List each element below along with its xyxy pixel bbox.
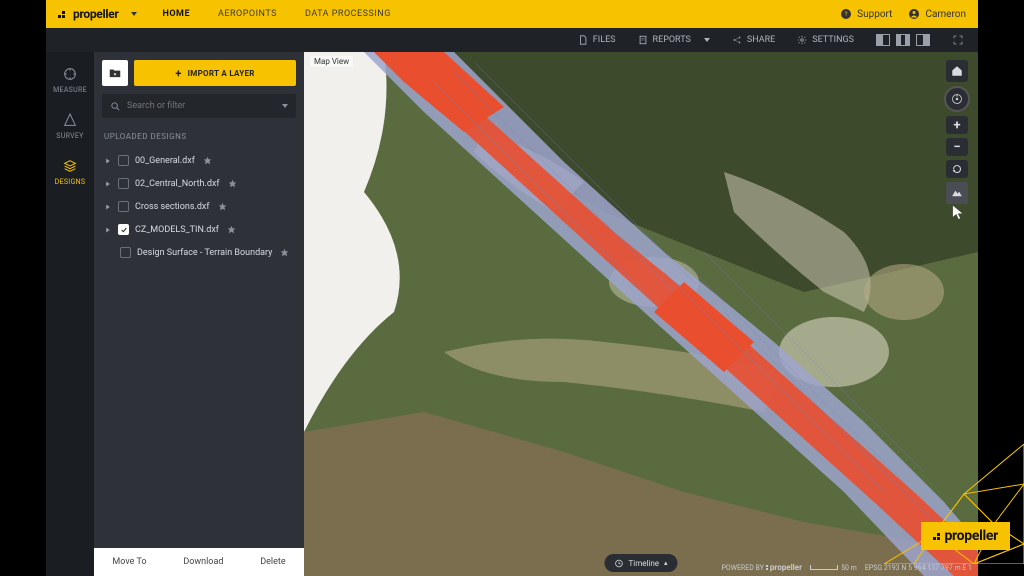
left-rail: MEASURE SURVEY DESIGNS [46,52,94,576]
checkbox[interactable] [118,201,129,212]
checkbox[interactable] [118,224,129,235]
brand-menu-chevron-icon[interactable] [131,12,137,16]
design-item-child[interactable]: Design Surface - Terrain Boundary [94,241,304,264]
home-view-button[interactable] [946,60,968,82]
sidebar-actions: Move To Download Delete [94,548,304,576]
home-icon [951,65,963,77]
star-icon[interactable] [227,225,236,234]
powered-by: POWERED BY propeller [722,563,803,572]
map-view-label: Map View [310,56,353,67]
user-icon [908,8,920,20]
svg-text:?: ? [845,11,848,18]
map-status-bar: POWERED BY propeller 50 m EPSG 2193 N 5 … [722,563,973,572]
section-heading: UPLOADED DESIGNS [94,128,304,149]
reports-icon [638,35,648,45]
star-icon[interactable] [218,202,227,211]
delete-button[interactable]: Delete [260,557,285,567]
checkbox[interactable] [118,178,129,189]
share-button[interactable]: SHARE [732,35,775,45]
rail-measure[interactable]: MEASURE [53,66,87,94]
checkbox[interactable] [120,247,131,258]
design-label: Cross sections.dxf [135,202,210,212]
zoom-out-button[interactable]: − [946,138,968,156]
scale-bar: 50 m [810,564,857,572]
compass-icon [951,93,963,105]
move-to-button[interactable]: Move To [112,557,146,567]
help-icon: ? [840,8,852,20]
rotate-icon [951,163,963,175]
files-icon [578,35,588,45]
timeline-toggle[interactable]: Timeline ▴ [604,554,677,572]
survey-icon [62,112,78,128]
fullscreen-icon [952,34,964,46]
download-button[interactable]: Download [183,557,223,567]
layout-left-icon[interactable] [876,34,890,46]
design-item[interactable]: 02_Central_North.dxf [94,172,304,195]
import-layer-button[interactable]: + IMPORT A LAYER [134,60,296,86]
reset-north-button[interactable] [946,160,968,178]
nav-data-processing[interactable]: DATA PROCESSING [305,9,391,19]
action-toolbar: FILES REPORTS SHARE SETTINGS [46,28,978,52]
measure-icon [62,66,78,82]
star-icon[interactable] [228,179,237,188]
filter-chevron-icon[interactable] [282,104,288,108]
layout-switcher[interactable] [876,34,930,46]
compass-button[interactable] [944,86,970,112]
new-folder-button[interactable] [102,60,128,86]
reports-button[interactable]: REPORTS [638,35,710,45]
files-button[interactable]: FILES [578,35,616,45]
layout-right-icon[interactable] [916,34,930,46]
share-icon [732,35,742,45]
design-item[interactable]: CZ_MODELS_TIN.dxf [94,218,304,241]
rail-survey[interactable]: SURVEY [56,112,83,140]
user-menu[interactable]: Cameron [908,8,966,20]
design-label: Design Surface - Terrain Boundary [137,248,272,258]
zoom-in-button[interactable]: + [946,116,968,134]
checkbox[interactable] [118,155,129,166]
nav-aeropoints[interactable]: AEROPOINTS [218,9,277,19]
map-viewport[interactable]: Map View + − Timeline ▴ [304,52,978,576]
mouse-cursor [951,204,965,222]
settings-button[interactable]: SETTINGS [797,35,854,45]
chevron-right-icon[interactable] [105,158,111,164]
terrain-render [304,52,978,576]
support-link[interactable]: ? Support [840,8,892,20]
design-label: 00_General.dxf [135,156,195,166]
star-icon[interactable] [203,156,212,165]
coordinate-readout: EPSG 2193 N 5 964 137.797 m E 1 [865,564,972,572]
map-controls: + − [944,60,970,204]
star-icon[interactable] [280,248,289,257]
designs-icon [62,158,78,174]
rail-designs[interactable]: DESIGNS [55,158,86,186]
design-item[interactable]: Cross sections.dxf [94,195,304,218]
gear-icon [797,35,807,45]
chevron-right-icon[interactable] [105,227,111,233]
nav-home[interactable]: HOME [163,9,191,19]
folder-plus-icon [108,66,122,80]
terrain-icon [951,187,963,199]
search-icon [110,101,121,112]
terrain-toggle-button[interactable] [946,182,968,204]
design-label: 02_Central_North.dxf [135,179,220,189]
search-filter-input[interactable] [102,94,296,118]
chevron-right-icon[interactable] [105,204,111,210]
brand-logo[interactable]: propeller [58,7,137,21]
design-label: CZ_MODELS_TIN.dxf [135,225,219,235]
design-item[interactable]: 00_General.dxf [94,149,304,172]
top-nav-bar: propeller HOME AEROPOINTS DATA PROCESSIN… [46,0,978,28]
layout-split-icon[interactable] [896,34,910,46]
designs-sidebar: + IMPORT A LAYER UPLOADED DESIGNS 00_Gen… [94,52,304,576]
fullscreen-button[interactable] [952,34,964,46]
search-field[interactable] [127,101,276,111]
chevron-right-icon[interactable] [105,181,111,187]
clock-icon [614,559,623,568]
